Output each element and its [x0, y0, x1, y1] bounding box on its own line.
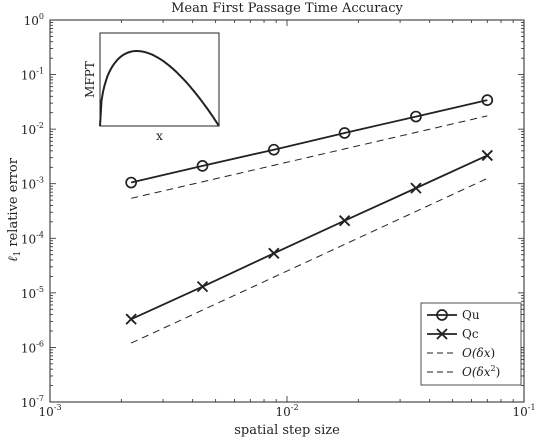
- y-tick-label: 10-3: [21, 176, 44, 192]
- inset-plot: MFPT x: [83, 32, 220, 143]
- y-tick-label-exponent: -1: [36, 67, 44, 76]
- data-point: [125, 176, 138, 189]
- legend-label: O(δx2): [462, 364, 500, 379]
- y-tick-label-base: 10: [21, 396, 36, 410]
- y-tick-label-exponent: -3: [36, 176, 44, 185]
- legend-label-close: ): [496, 365, 501, 379]
- data-point: [196, 160, 209, 172]
- y-tick-label: 100: [24, 12, 44, 28]
- legend-label-main: O(δx: [462, 346, 491, 360]
- legend-marker: [436, 328, 448, 340]
- inset-y-label: MFPT: [83, 61, 97, 98]
- y-axis-label-text: relative error: [6, 157, 21, 250]
- y-tick-label: 10-5: [21, 285, 44, 301]
- data-point: [410, 110, 422, 123]
- legend-label-close: ): [491, 346, 496, 360]
- data-point: [481, 149, 493, 162]
- y-tick-label-base: 10: [24, 14, 39, 28]
- y-axis-label-subscript: 1: [13, 251, 23, 257]
- y-axis-label-symbol: ℓ: [6, 256, 21, 262]
- y-tick-label-exponent: -6: [36, 339, 44, 348]
- y-tick-label-exponent: 0: [39, 12, 44, 21]
- x-tick-label-base: 10: [275, 405, 290, 419]
- data-point: [125, 313, 137, 325]
- data-point: [338, 215, 351, 227]
- y-tick-label-base: 10: [21, 287, 36, 301]
- inset-x-label: x: [156, 129, 163, 143]
- data-point: [268, 247, 280, 260]
- data-point: [481, 94, 494, 106]
- series-line-4: [130, 177, 488, 344]
- axis-ticks: 10-3 10-2 10-110010-110-210-310-410-510-61…: [21, 12, 536, 419]
- legend-label: O(δx): [462, 346, 495, 360]
- series-line-1: [130, 99, 488, 184]
- inset-mfpt-curve: [99, 50, 220, 127]
- x-tick-label-base: 10: [512, 405, 527, 419]
- y-tick-label-exponent: -7: [36, 394, 44, 403]
- data-point: [338, 127, 351, 139]
- legend-label: Qc: [462, 327, 479, 341]
- y-tick-label-exponent: -4: [36, 230, 44, 239]
- series-2: [125, 149, 493, 325]
- y-tick-label-base: 10: [21, 232, 36, 246]
- x-tick-label-base: 10: [38, 405, 53, 419]
- y-tick-label: 10-4: [21, 230, 44, 246]
- x-axis-label: spatial step size: [234, 423, 340, 438]
- y-tick-label-base: 10: [21, 123, 36, 137]
- y-tick-label: 10-2: [21, 121, 44, 137]
- x-tick-label-exponent: -1: [528, 403, 536, 412]
- chart-title: Mean First Passage Time Accuracy: [171, 1, 403, 16]
- series-line-2: [130, 154, 488, 320]
- series-layer: [125, 94, 494, 344]
- y-tick-label: 10-1: [21, 67, 44, 83]
- y-axis-label: ℓ1 relative error: [6, 157, 23, 262]
- x-tick-label: 10-2: [275, 403, 298, 419]
- data-point: [410, 182, 422, 194]
- series-3: [131, 115, 488, 199]
- y-tick-label: 10-6: [21, 339, 44, 355]
- legend-label: Qu: [462, 308, 480, 322]
- legend-label-main: O(δx: [462, 365, 491, 379]
- series-1: [125, 94, 494, 189]
- x-tick-label-exponent: -2: [291, 403, 299, 412]
- series-line-3: [131, 115, 488, 199]
- y-tick-label-base: 10: [21, 341, 36, 355]
- x-tick-label-exponent: -3: [54, 403, 62, 412]
- data-point: [196, 280, 209, 293]
- series-4: [130, 177, 488, 344]
- legend-label-exponent: 2: [491, 364, 496, 373]
- x-tick-label: 10-3: [38, 403, 61, 419]
- x-tick-label: 10-1: [512, 403, 535, 419]
- y-tick-label-exponent: -2: [36, 121, 44, 130]
- legend-marker: [436, 309, 448, 321]
- y-tick-label-base: 10: [21, 178, 36, 192]
- y-tick-label: 10-7: [21, 394, 44, 410]
- y-tick-label-base: 10: [21, 69, 36, 83]
- inset-frame: [99, 32, 220, 127]
- data-point: [267, 143, 280, 156]
- y-tick-label-exponent: -5: [36, 285, 44, 294]
